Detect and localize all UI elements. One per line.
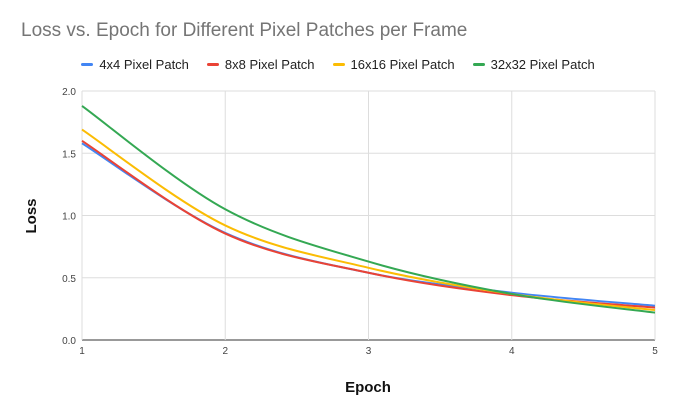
x-tick-label: 4 <box>509 346 515 357</box>
legend: 4x4 Pixel Patch 8x8 Pixel Patch 16x16 Pi… <box>0 57 676 72</box>
y-tick-label: 0.0 <box>62 336 76 347</box>
legend-swatch <box>206 63 219 66</box>
legend-swatch <box>472 63 485 66</box>
series-line-16x16-pixel-patch <box>81 128 656 312</box>
x-tick-label: 2 <box>222 346 228 357</box>
y-tick-label: 2.0 <box>62 87 76 98</box>
legend-label: 16x16 Pixel Patch <box>350 57 455 72</box>
y-tick-label: 0.5 <box>62 274 76 285</box>
x-axis-label: Epoch <box>345 379 391 396</box>
series-line-32x32-pixel-patch <box>81 105 656 314</box>
legend-item: 16x16 Pixel Patch <box>332 57 455 72</box>
legend-item: 4x4 Pixel Patch <box>81 57 189 72</box>
legend-item: 8x8 Pixel Patch <box>206 57 315 72</box>
legend-swatch <box>81 63 94 66</box>
x-tick-label: 1 <box>79 346 85 357</box>
x-tick-label: 5 <box>652 346 658 357</box>
x-tick-label: 3 <box>366 346 372 357</box>
legend-label: 4x4 Pixel Patch <box>99 57 189 72</box>
chart-title: Loss vs. Epoch for Different Pixel Patch… <box>21 20 468 41</box>
legend-label: 8x8 Pixel Patch <box>224 57 315 72</box>
y-axis-label: Loss <box>23 198 40 233</box>
legend-item: 32x32 Pixel Patch <box>472 57 595 72</box>
y-tick-label: 1.5 <box>62 149 76 160</box>
legend-label: 32x32 Pixel Patch <box>490 57 595 72</box>
legend-swatch <box>332 63 345 66</box>
y-tick-label: 1.0 <box>62 212 76 223</box>
